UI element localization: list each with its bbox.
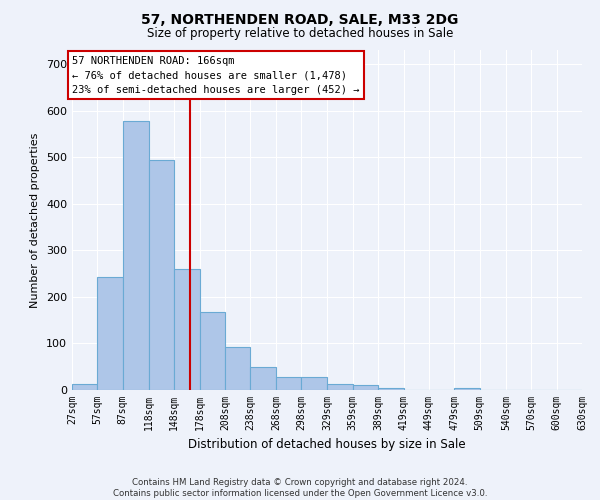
Bar [72, 384, 97, 390]
Bar [123, 122, 149, 390]
Bar [225, 347, 250, 390]
Bar [149, 160, 175, 390]
Bar [353, 386, 378, 390]
Y-axis label: Number of detached properties: Number of detached properties [31, 132, 40, 308]
Text: Contains HM Land Registry data © Crown copyright and database right 2024.
Contai: Contains HM Land Registry data © Crown c… [113, 478, 487, 498]
Text: 57, NORTHENDEN ROAD, SALE, M33 2DG: 57, NORTHENDEN ROAD, SALE, M33 2DG [142, 12, 458, 26]
Bar [97, 277, 123, 390]
Bar [454, 388, 479, 390]
Bar [250, 366, 276, 390]
Bar [301, 378, 328, 390]
Text: Size of property relative to detached houses in Sale: Size of property relative to detached ho… [147, 28, 453, 40]
X-axis label: Distribution of detached houses by size in Sale: Distribution of detached houses by size … [188, 438, 466, 452]
Bar [200, 312, 225, 390]
Text: 57 NORTHENDEN ROAD: 166sqm
← 76% of detached houses are smaller (1,478)
23% of s: 57 NORTHENDEN ROAD: 166sqm ← 76% of deta… [72, 56, 359, 95]
Bar [175, 269, 200, 390]
Bar [276, 378, 301, 390]
Bar [328, 384, 353, 390]
Bar [378, 388, 404, 390]
